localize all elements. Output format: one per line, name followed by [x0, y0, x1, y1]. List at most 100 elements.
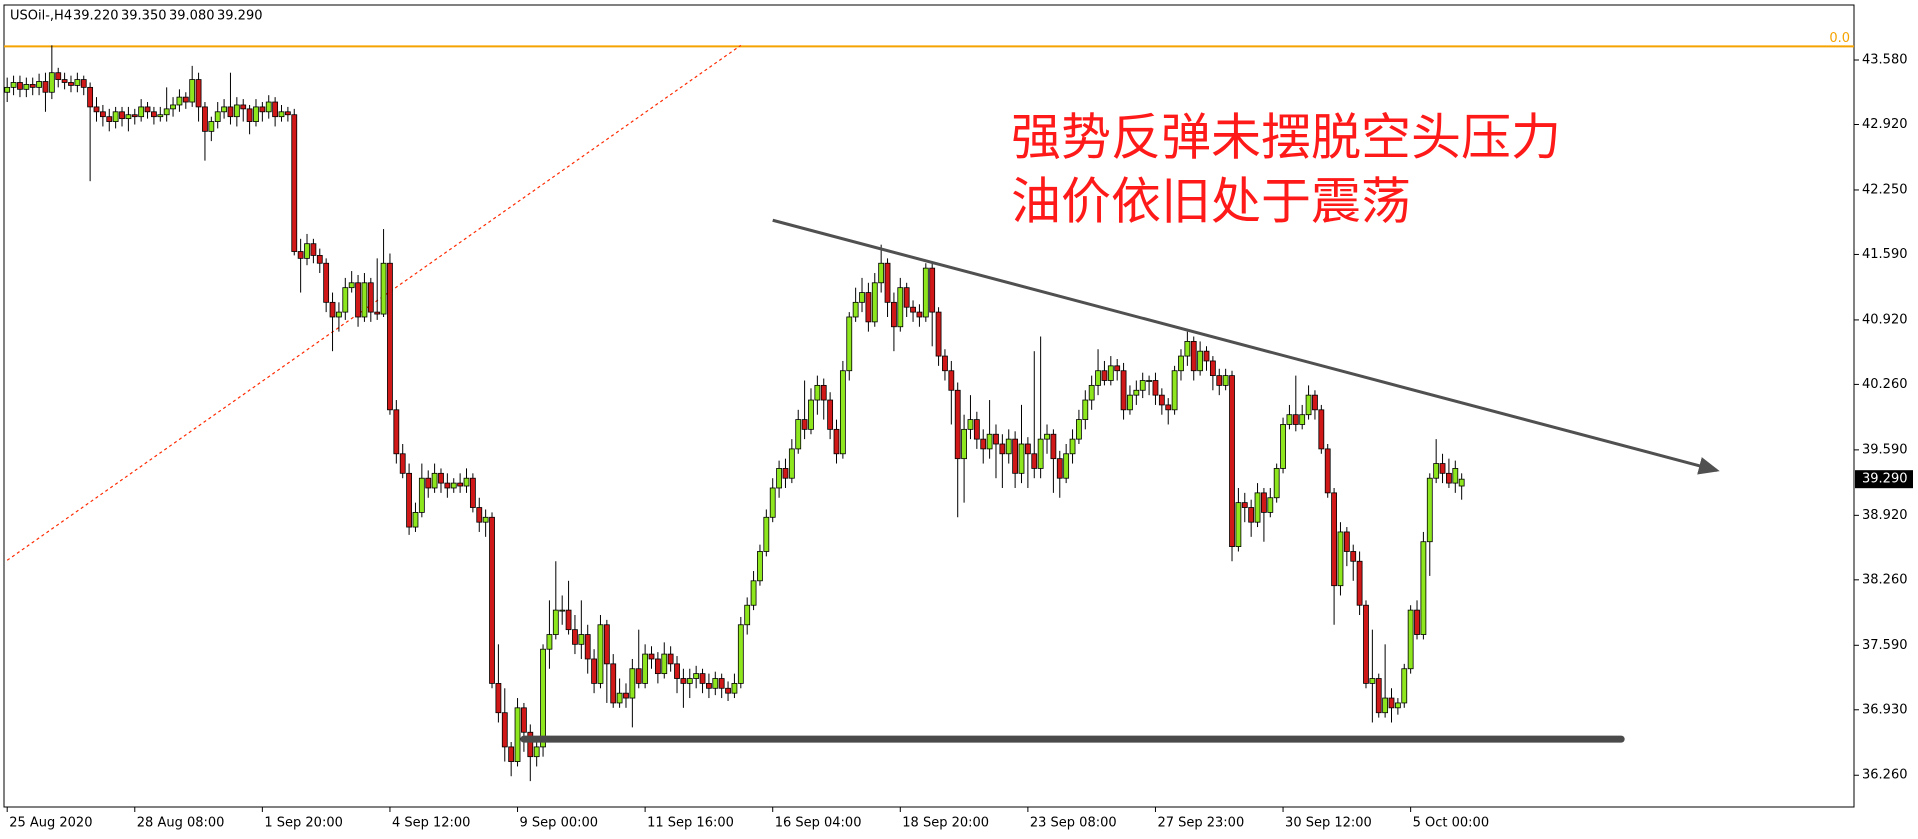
- candle-body: [776, 468, 782, 489]
- y-tick-label: 39.590: [1862, 442, 1908, 457]
- y-tick-label: 37.590: [1862, 638, 1908, 653]
- candle-body: [750, 580, 757, 606]
- candle-body: [259, 106, 266, 113]
- header-open: 39.220: [73, 9, 119, 24]
- current-price-label: 39.290: [1862, 472, 1908, 487]
- candle-body: [1178, 355, 1184, 372]
- candle-body: [1024, 443, 1031, 455]
- candle-body: [495, 682, 502, 714]
- candle-body: [967, 419, 974, 430]
- y-tick-label: 38.260: [1862, 572, 1908, 587]
- candle-body: [214, 111, 221, 122]
- x-tick-label: 18 Sep 20:00: [902, 816, 989, 831]
- candle-body: [629, 668, 636, 699]
- candle-body: [1363, 604, 1369, 684]
- x-tick-label: 23 Sep 08:00: [1030, 816, 1117, 831]
- candle-body: [1433, 463, 1440, 479]
- candle-body: [1343, 531, 1350, 552]
- candle-body: [1394, 702, 1401, 709]
- candle-body: [1222, 375, 1229, 386]
- candle-body: [686, 678, 693, 684]
- candle-body: [1171, 370, 1178, 411]
- candle-body: [4, 86, 11, 93]
- candle-body: [1209, 360, 1216, 377]
- candle-body: [240, 104, 247, 110]
- candle-body: [578, 634, 585, 645]
- candle-body: [1382, 697, 1389, 714]
- candle-body: [284, 111, 291, 116]
- candle-body: [476, 507, 483, 523]
- x-tick-label: 28 Aug 08:00: [137, 816, 225, 831]
- candle-body: [603, 624, 610, 665]
- candle-body: [74, 79, 81, 86]
- candle-body: [170, 104, 176, 110]
- candle-body: [1120, 370, 1127, 411]
- fib-trend-line: [6, 44, 742, 561]
- candle-body: [1388, 697, 1395, 709]
- y-tick-label: 42.920: [1862, 117, 1908, 132]
- candle-body: [310, 243, 317, 256]
- candle-body: [29, 84, 36, 88]
- x-tick-label: 9 Sep 00:00: [520, 816, 599, 831]
- candle-body: [1235, 502, 1242, 548]
- candle-body: [144, 106, 151, 113]
- candle-body: [521, 707, 527, 733]
- candle-body: [572, 629, 578, 645]
- candle-body: [871, 282, 878, 323]
- candle-body: [584, 634, 591, 660]
- candle-body: [693, 673, 700, 679]
- candle-body: [737, 624, 744, 684]
- candle-body: [412, 512, 419, 528]
- candle-body: [1241, 502, 1248, 508]
- candle-body: [846, 316, 853, 372]
- y-tick-label: 38.920: [1862, 508, 1908, 523]
- annotation: 强势反弹未摆脱空头压力: [1011, 109, 1561, 167]
- candle-body: [878, 262, 885, 284]
- candle-body: [897, 287, 904, 328]
- candle-body: [1420, 541, 1427, 635]
- candle-body: [1114, 365, 1121, 372]
- candle-body: [1107, 365, 1114, 381]
- candle-body: [910, 306, 916, 313]
- candle-body: [68, 82, 74, 86]
- candle-body: [418, 477, 425, 513]
- x-tick-label: 1 Sep 20:00: [264, 816, 343, 831]
- candle-body: [208, 121, 215, 132]
- candle-body: [316, 255, 323, 264]
- candle-body: [457, 482, 464, 487]
- header-low: 39.080: [169, 9, 215, 24]
- candle-body: [138, 106, 145, 118]
- candle-body: [891, 301, 897, 328]
- y-tick-label: 42.250: [1862, 182, 1908, 197]
- candle-body: [1286, 414, 1293, 425]
- candle-body: [757, 551, 763, 582]
- candle-body: [1414, 609, 1420, 635]
- header-high: 39.350: [121, 9, 167, 24]
- y-tick-label: 40.920: [1862, 312, 1908, 327]
- candle-body: [1012, 438, 1019, 474]
- candle-body: [61, 79, 68, 83]
- candle-body: [546, 634, 553, 650]
- candle-body: [112, 111, 119, 122]
- candle-body: [903, 287, 910, 308]
- candle-body: [1312, 394, 1318, 411]
- x-tick-label: 4 Sep 12:00: [392, 816, 471, 831]
- candle-body: [361, 282, 368, 318]
- candle-body: [1407, 609, 1414, 670]
- candle-body: [1101, 370, 1108, 381]
- candle-body: [151, 111, 157, 118]
- candle-body: [227, 106, 234, 118]
- x-tick-label: 5 Oct 00:00: [1413, 816, 1489, 831]
- candle-body: [1375, 678, 1382, 714]
- candle-body: [635, 668, 642, 684]
- candle-body: [233, 104, 240, 118]
- candle-body: [667, 653, 674, 665]
- candle-body: [463, 477, 470, 487]
- candle-body: [1458, 478, 1465, 487]
- candle-body: [482, 516, 489, 523]
- candle-body: [1037, 438, 1044, 469]
- candle-body: [323, 262, 330, 303]
- candle-body: [814, 384, 821, 401]
- candle-body: [36, 81, 42, 88]
- candle-body: [839, 370, 846, 455]
